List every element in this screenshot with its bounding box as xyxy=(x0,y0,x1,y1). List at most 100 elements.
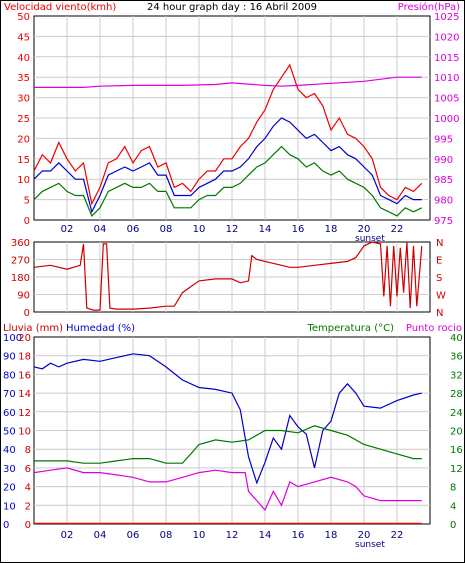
x-tick-label: 06 xyxy=(127,530,140,541)
humidity-tick-label: 60 xyxy=(3,408,16,419)
wind-tick-label: 35 xyxy=(17,73,30,84)
x-tick-label: 18 xyxy=(325,224,338,235)
rain-tick-label: 16 xyxy=(18,370,31,381)
series-line-green xyxy=(34,425,422,464)
humidity-tick-label: 10 xyxy=(3,501,16,512)
direction-compass-label: E xyxy=(436,256,442,267)
x-tick-label: 12 xyxy=(226,224,239,235)
x-tick-label: 22 xyxy=(391,224,404,235)
pressure-tick-label: 975 xyxy=(434,216,453,227)
x-tick-label: 16 xyxy=(292,224,305,235)
series-line-magenta xyxy=(34,76,422,89)
direction-degree-label: 0 xyxy=(24,308,30,319)
sunset-label-top: sunset xyxy=(355,234,385,244)
x-tick-label: 12 xyxy=(226,530,239,541)
temperature-tick-label: 32 xyxy=(450,370,463,381)
x-ticks-bottom: 02 04 06 08 10 12 14 16 18 20 22 xyxy=(61,530,404,541)
wind-pressure-series xyxy=(33,63,423,217)
x-tick-label: 06 xyxy=(127,224,140,235)
x-tick-label: 14 xyxy=(259,530,272,541)
humidity-tick-label: 20 xyxy=(3,483,16,494)
pressure-tick-label: 1010 xyxy=(434,73,459,84)
pressure-axis-label: Presión(hPa) xyxy=(398,1,460,13)
x-tick-label: 20 xyxy=(358,224,371,235)
direction-line xyxy=(33,241,423,311)
rain-tick-label: 2 xyxy=(25,501,31,512)
pressure-ticks: 975 980 985 990 995 1000 1005 1010 1015 1020 1025 xyxy=(434,12,459,227)
wind-tick-label: 10 xyxy=(17,175,30,186)
humidity-tick-label: 50 xyxy=(3,427,16,438)
x-tick-label: 14 xyxy=(259,224,272,235)
temperature-tick-label: 40 xyxy=(450,333,463,344)
temperature-ticks: 0 4 8 12 16 20 24 28 32 36 40 xyxy=(450,333,463,531)
wind-tick-label: 40 xyxy=(17,53,30,64)
x-ticks-top: 02 04 06 08 10 12 14 16 18 20 22 xyxy=(61,224,404,235)
rain-tick-label: 0 xyxy=(25,520,31,531)
wind-tick-label: 30 xyxy=(17,94,30,105)
pressure-tick-label: 995 xyxy=(434,134,453,145)
series-line-blue xyxy=(33,117,422,214)
temperature-tick-label: 24 xyxy=(450,408,463,419)
x-tick-label: 10 xyxy=(193,224,206,235)
x-tick-label: 22 xyxy=(391,530,404,541)
rain-axis-label: Lluvia (mm) xyxy=(3,323,63,334)
pressure-tick-label: 990 xyxy=(434,155,453,166)
direction-degree-label: 270 xyxy=(11,256,30,267)
wind-tick-label: 5 xyxy=(24,196,30,207)
temperature-tick-label: 28 xyxy=(450,389,463,400)
pressure-tick-label: 1020 xyxy=(434,32,459,43)
panel-bottom-grid xyxy=(34,337,430,524)
wind-tick-label: 20 xyxy=(17,134,30,145)
temperature-tick-label: 0 xyxy=(450,520,456,531)
sunset-label-bottom: sunset xyxy=(355,540,385,550)
direction-grid xyxy=(34,242,430,312)
wind-tick-label: 45 xyxy=(17,32,30,43)
rain-tick-label: 4 xyxy=(25,483,31,494)
x-tick-label: 08 xyxy=(160,530,173,541)
series-line-red xyxy=(33,63,423,206)
rain-tick-label: 14 xyxy=(18,389,31,400)
pressure-tick-label: 980 xyxy=(434,196,453,207)
humidity-tick-label: 0 xyxy=(3,520,9,531)
dewpoint-axis-label: Punto rocio xyxy=(406,323,462,334)
temperature-tick-label: 20 xyxy=(450,427,463,438)
wind-tick-label: 0 xyxy=(24,216,30,227)
humidity-tick-label: 100 xyxy=(3,333,22,344)
humidity-tick-label: 90 xyxy=(3,352,16,363)
series-line-magenta xyxy=(33,467,422,512)
rain-tick-label: 8 xyxy=(25,445,31,456)
x-tick-label: 04 xyxy=(94,530,107,541)
wind-ticks: 0 5 10 15 20 25 30 35 40 45 50 xyxy=(17,12,30,227)
rain-tick-label: 18 xyxy=(18,352,31,363)
temperature-tick-label: 16 xyxy=(450,445,463,456)
humidity-tick-label: 80 xyxy=(3,370,16,381)
pressure-tick-label: 1000 xyxy=(434,114,459,125)
temperature-axis-label: Temperatura (°C) xyxy=(306,323,394,334)
x-tick-label: 18 xyxy=(325,530,338,541)
direction-degree-label: 90 xyxy=(17,291,30,302)
direction-compass-label: W xyxy=(436,291,446,302)
pressure-tick-label: 1015 xyxy=(434,53,459,64)
chart-title: 24 hour graph day : 16 Abril 2009 xyxy=(147,2,317,13)
rain-tick-label: 12 xyxy=(18,408,31,419)
temperature-tick-label: 4 xyxy=(450,501,456,512)
x-tick-label: 20 xyxy=(358,530,371,541)
direction-degree-label: 360 xyxy=(11,238,30,249)
temperature-tick-label: 36 xyxy=(450,352,463,363)
pressure-tick-label: 1005 xyxy=(434,94,459,105)
x-tick-label: 16 xyxy=(292,530,305,541)
wind-tick-label: 15 xyxy=(17,155,30,166)
wind-tick-label: 50 xyxy=(17,12,30,23)
humidity-tick-label: 30 xyxy=(3,464,16,475)
rain-tick-label: 20 xyxy=(18,333,31,344)
x-tick-label: 10 xyxy=(193,530,206,541)
x-tick-label: 08 xyxy=(160,224,173,235)
x-tick-label: 02 xyxy=(61,224,74,235)
pressure-tick-label: 1025 xyxy=(434,12,459,23)
temperature-tick-label: 8 xyxy=(450,483,456,494)
direction-degree-ticks: 0 90 180 270 360 xyxy=(11,238,30,319)
wind-axis-label: Velocidad viento(kmh) xyxy=(4,2,116,13)
